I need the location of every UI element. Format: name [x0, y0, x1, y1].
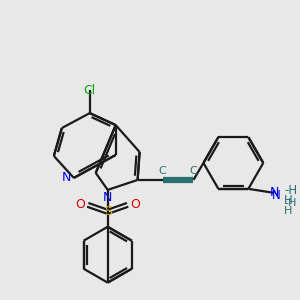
Text: N: N — [103, 191, 112, 204]
Text: Cl: Cl — [84, 84, 96, 97]
Text: S: S — [104, 205, 112, 218]
Text: O: O — [75, 198, 85, 211]
Text: C: C — [190, 166, 197, 176]
Text: O: O — [131, 198, 141, 211]
Text: C: C — [159, 166, 167, 176]
Text: H: H — [284, 206, 292, 216]
Text: -H: -H — [284, 198, 297, 208]
Text: -H: -H — [284, 184, 297, 197]
Text: N: N — [270, 186, 279, 200]
Text: H: H — [284, 194, 293, 207]
Text: N: N — [62, 171, 71, 184]
Text: N: N — [272, 189, 280, 203]
